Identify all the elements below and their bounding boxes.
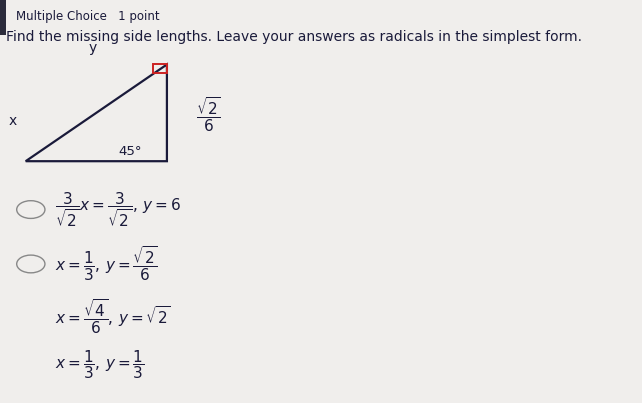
Text: $\dfrac{3}{\sqrt{2}}x = \dfrac{3}{\sqrt{2}},\, y = 6$: $\dfrac{3}{\sqrt{2}}x = \dfrac{3}{\sqrt{… [55,190,181,229]
Text: Find the missing side lengths. Leave your answers as radicals in the simplest fo: Find the missing side lengths. Leave you… [6,30,582,44]
Bar [0,0,6,35]
Text: x: x [9,114,17,128]
Text: Multiple Choice   1 point: Multiple Choice 1 point [16,10,160,23]
Text: $x = \dfrac{\sqrt{4}}{6},\, y = \sqrt{2}$: $x = \dfrac{\sqrt{4}}{6},\, y = \sqrt{2}… [55,297,171,336]
Text: $x = \dfrac{1}{3},\, y = \dfrac{\sqrt{2}}{6}$: $x = \dfrac{1}{3},\, y = \dfrac{\sqrt{2}… [55,245,157,283]
Text: 45°: 45° [119,145,143,158]
Text: $\dfrac{\sqrt{2}}{6}$: $\dfrac{\sqrt{2}}{6}$ [196,96,221,134]
Text: y: y [89,42,97,55]
Text: $x = \dfrac{1}{3},\, y = \dfrac{1}{3}$: $x = \dfrac{1}{3},\, y = \dfrac{1}{3}$ [55,348,144,381]
